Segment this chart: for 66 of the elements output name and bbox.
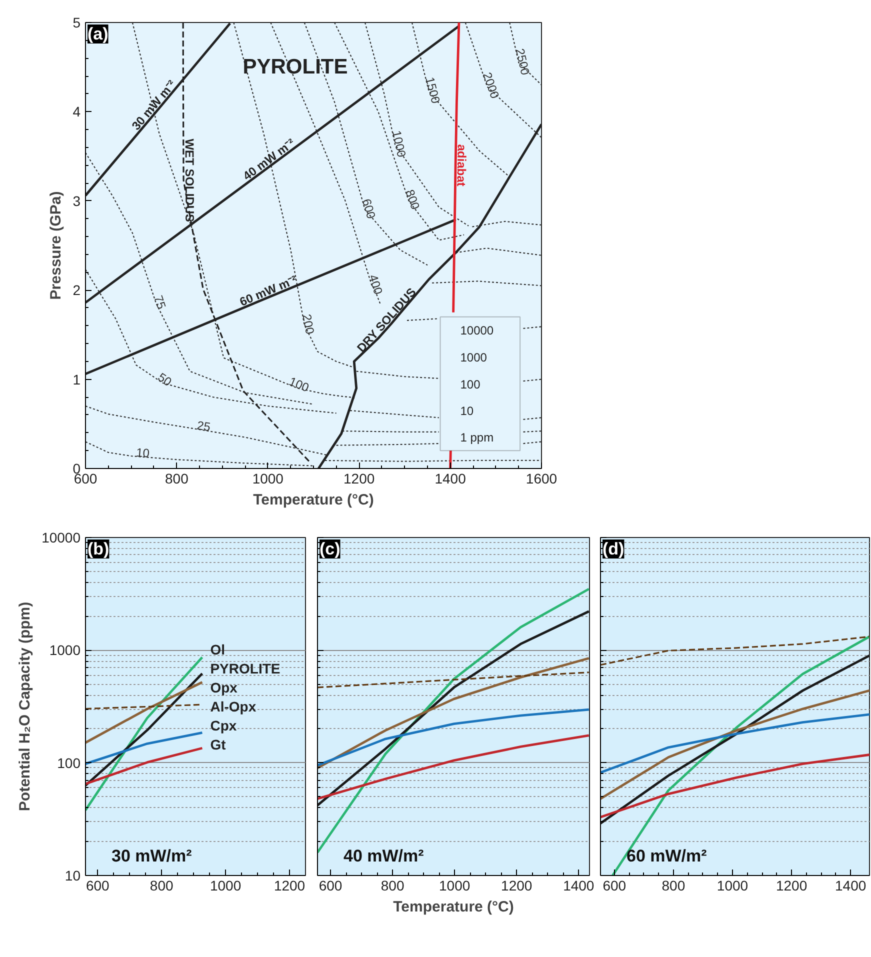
y-tick-label: 10 xyxy=(64,868,81,884)
text: 100 xyxy=(287,374,312,395)
x-tick-label: 1400 xyxy=(835,878,866,894)
annotation: 10000 xyxy=(460,324,494,338)
y-tick-label: 100 xyxy=(57,754,81,771)
x-tick-label: 1000 xyxy=(439,878,470,894)
y-tick-label: 10000 xyxy=(42,530,81,546)
y-tick-label: 2 xyxy=(72,282,81,298)
series-label: 10 xyxy=(136,445,150,460)
text: 1000 xyxy=(389,129,409,159)
x-tick-label: 1400 xyxy=(434,470,466,486)
chart-title: (d) xyxy=(602,540,624,558)
x-tick-label: 600 xyxy=(86,878,110,894)
annotation: 40 mW/m² xyxy=(344,846,424,866)
x-tick-label: 1600 xyxy=(526,470,558,486)
x-tick-label: 800 xyxy=(662,878,686,894)
text: 25 xyxy=(196,418,212,434)
x-tick-label: 1400 xyxy=(563,878,594,894)
y-tick-label: 4 xyxy=(72,104,81,120)
text: 30 mW m⁻² xyxy=(128,77,179,133)
chart-title: (b) xyxy=(88,540,110,558)
series-label: Al-Opx xyxy=(210,698,256,714)
text: 1500 xyxy=(422,76,443,106)
annotation: 1 ppm xyxy=(460,430,494,444)
annotation: 10 xyxy=(460,404,474,418)
annotation: 30 mW/m² xyxy=(112,846,192,866)
series-label: Ol xyxy=(210,641,225,658)
text: 2500 xyxy=(512,47,532,77)
y-tick-label: 1000 xyxy=(49,642,81,658)
x-tick-label: 1200 xyxy=(344,470,375,486)
annotation: 1000 xyxy=(460,350,488,364)
x-axis-title: Temperature (°C) xyxy=(393,898,514,916)
x-tick-label: 1000 xyxy=(716,878,748,894)
text: 600 xyxy=(359,197,378,221)
x-tick-label: 1200 xyxy=(274,878,306,894)
y-tick-label: 5 xyxy=(72,14,81,30)
x-tick-label: 600 xyxy=(602,878,626,894)
chart-title: (c) xyxy=(320,540,340,558)
x-axis-title: Temperature (°C) xyxy=(253,492,374,508)
text: adiabat xyxy=(454,144,469,186)
annotation: 60 mW/m² xyxy=(626,846,708,866)
x-tick-label: 600 xyxy=(318,878,342,894)
annotation: 100 xyxy=(460,377,481,392)
y-tick-label: 3 xyxy=(72,192,81,209)
x-tick-label: 1000 xyxy=(252,470,284,486)
series-label: Cpx xyxy=(210,717,237,734)
y-axis-title: Potential H₂O Capacity (ppm) xyxy=(16,602,34,812)
y-tick-label: 1 xyxy=(72,371,81,388)
x-tick-label: 800 xyxy=(150,878,174,894)
text: 50 xyxy=(155,370,175,390)
y-axis-title: Pressure (GPa) xyxy=(48,191,65,300)
text: 800 xyxy=(402,188,423,212)
series-label: Gt xyxy=(210,736,226,752)
text: 2000 xyxy=(480,70,502,101)
x-tick-label: 1200 xyxy=(776,878,808,894)
text: 40 mW m⁻² xyxy=(240,136,298,184)
text: 60 mW m⁻² xyxy=(238,272,299,309)
x-tick-label: 1000 xyxy=(210,878,242,894)
series-label: PYROLITE xyxy=(210,660,280,676)
x-tick-label: 800 xyxy=(165,470,189,486)
x-tick-label: 800 xyxy=(380,878,404,894)
text: 75 xyxy=(151,294,169,312)
series-label: Opx xyxy=(210,679,238,696)
x-tick-label: 1200 xyxy=(501,878,532,894)
chart-title: (a) xyxy=(88,24,108,44)
text: 200 xyxy=(300,313,318,336)
